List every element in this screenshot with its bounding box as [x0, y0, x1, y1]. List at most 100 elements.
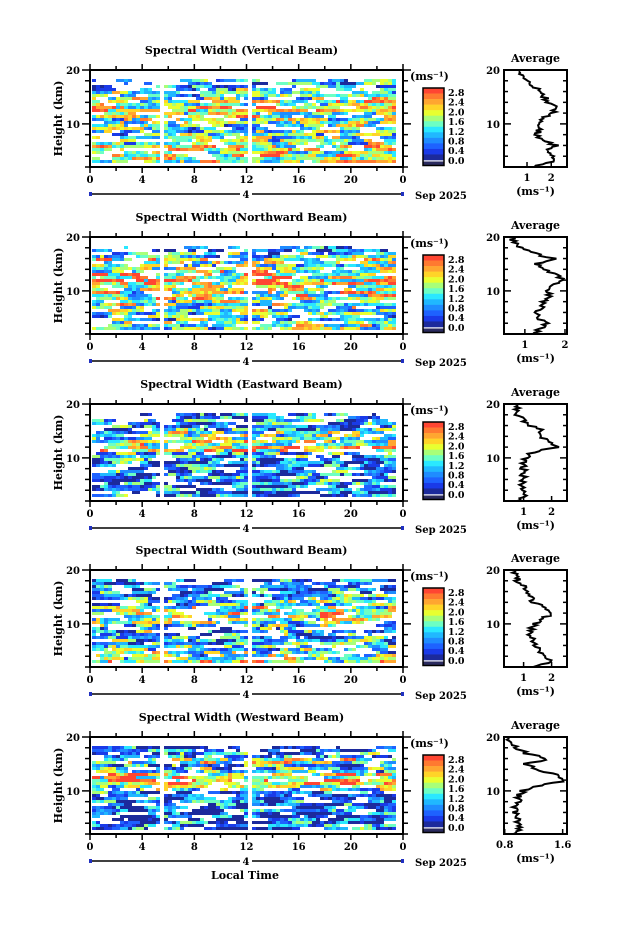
heatmap-cell — [268, 249, 272, 252]
heatmap-cell — [312, 79, 316, 82]
heatmap-cell — [172, 91, 176, 94]
heatmap-cell — [280, 479, 284, 482]
heatmap-cell — [232, 279, 236, 282]
heatmap-cell — [256, 470, 260, 473]
heatmap-cell — [304, 485, 308, 488]
heatmap-cell — [220, 97, 224, 100]
heatmap-cell — [168, 470, 172, 473]
heatmap-cell — [140, 431, 144, 434]
heatmap-cell — [104, 485, 108, 488]
heatmap-cell — [208, 88, 212, 91]
heatmap-cell — [168, 306, 172, 309]
date-marker — [89, 359, 92, 363]
heatmap-cell — [324, 464, 328, 467]
heatmap-cell — [392, 470, 396, 473]
heatmap-cell — [212, 85, 216, 88]
heatmap-cell — [148, 485, 152, 488]
heatmap-cell — [268, 154, 272, 157]
heatmap-cell — [224, 476, 228, 479]
heatmap-cell — [364, 124, 368, 127]
heatmap-cell — [240, 461, 244, 464]
heatmap-cell — [260, 142, 264, 145]
heatmap-cell — [196, 446, 200, 449]
heatmap-cell — [348, 264, 352, 267]
heatmap-cell — [176, 142, 180, 145]
heatmap-cell — [240, 434, 244, 437]
heatmap-cell — [260, 100, 264, 103]
heatmap-cell — [364, 121, 368, 124]
heatmap-cell — [304, 103, 308, 106]
heatmap-cell — [344, 82, 348, 85]
heatmap-cell — [372, 94, 376, 97]
heatmap-cell — [304, 100, 308, 103]
heatmap-cell — [144, 443, 148, 446]
heatmap-cell — [392, 91, 396, 94]
heatmap-cell — [220, 437, 224, 440]
heatmap-cell — [228, 261, 232, 264]
heatmap-cell — [356, 136, 360, 139]
heatmap-cell — [184, 145, 188, 148]
heatmap-cell — [100, 151, 104, 154]
heatmap-cell — [232, 133, 236, 136]
heatmap-cell — [92, 148, 96, 151]
heatmap-cell — [128, 422, 132, 425]
heatmap-cell — [372, 157, 376, 160]
heatmap-cell — [212, 309, 216, 312]
heatmap-cell — [312, 303, 316, 306]
heatmap-cell — [352, 446, 356, 449]
heatmap-cell — [352, 315, 356, 318]
heatmap-cell — [292, 482, 296, 485]
heatmap-cell — [312, 327, 316, 330]
heatmap-cell — [144, 88, 148, 91]
heatmap-cell — [352, 282, 356, 285]
heatmap-cell — [284, 324, 288, 327]
heatmap-cell — [344, 303, 348, 306]
heatmap-cell — [316, 88, 320, 91]
heatmap-cell — [100, 476, 104, 479]
heatmap-cell — [332, 151, 336, 154]
heatmap-cell — [120, 285, 124, 288]
heatmap-cell — [364, 154, 368, 157]
heatmap-cell — [324, 246, 328, 249]
heatmap-cell — [264, 488, 268, 491]
heatmap-cell — [196, 458, 200, 461]
heatmap-cell — [140, 103, 144, 106]
heatmap-cell — [372, 303, 376, 306]
heatmap-cell — [220, 249, 224, 252]
heatmap-cell — [184, 413, 188, 416]
heatmap-cell — [136, 294, 140, 297]
heatmap-cell — [300, 416, 304, 419]
heatmap-cell — [376, 470, 380, 473]
heatmap-cell — [104, 255, 108, 258]
heatmap-cell — [172, 142, 176, 145]
heatmap-cell — [252, 327, 256, 330]
heatmap-cell — [132, 139, 136, 142]
heatmap-cell — [144, 413, 148, 416]
heatmap-cell — [388, 294, 392, 297]
heatmap-cell — [96, 455, 100, 458]
heatmap-cell — [352, 157, 356, 160]
heatmap-cell — [208, 461, 212, 464]
heatmap-cell — [148, 106, 152, 109]
heatmap-cell — [364, 300, 368, 303]
heatmap-cell — [196, 261, 200, 264]
heatmap-cell — [180, 303, 184, 306]
heatmap-cell — [212, 252, 216, 255]
heatmap-cell — [288, 267, 292, 270]
heatmap-cell — [300, 249, 304, 252]
heatmap-cell — [180, 94, 184, 97]
heatmap-cell — [292, 118, 296, 121]
heatmap-cell — [384, 79, 388, 82]
heatmap-cell — [388, 79, 392, 82]
heatmap-cell — [296, 419, 300, 422]
heatmap-cell — [284, 437, 288, 440]
heatmap-cell — [192, 94, 196, 97]
heatmap-cell — [120, 142, 124, 145]
heatmap-cell — [188, 136, 192, 139]
heatmap-cell — [372, 112, 376, 115]
heatmap-cell — [184, 434, 188, 437]
heatmap-cell — [200, 261, 204, 264]
heatmap-cell — [120, 306, 124, 309]
heatmap-cell — [356, 443, 360, 446]
heatmap-cell — [264, 97, 268, 100]
